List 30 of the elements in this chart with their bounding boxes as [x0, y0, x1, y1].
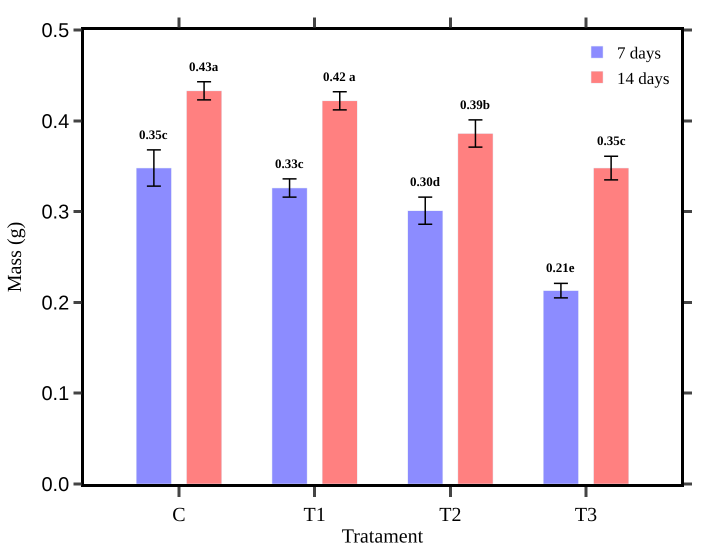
- bar: [186, 90, 222, 484]
- data-label: 0.35c: [597, 133, 626, 148]
- data-label: 0.30d: [410, 174, 441, 189]
- data-label: 0.39b: [460, 97, 490, 112]
- bar: [407, 210, 444, 484]
- bar: [136, 168, 172, 484]
- bar: [272, 188, 308, 484]
- data-label: 0.42 a: [323, 69, 356, 84]
- x-tick-label: T3: [574, 504, 598, 526]
- data-label: 0.33c: [275, 156, 304, 171]
- data-label: 0.35c: [139, 127, 168, 142]
- bar: [322, 100, 358, 484]
- legend-label: 7 days: [617, 44, 661, 63]
- bar: [458, 133, 494, 484]
- bar: [543, 290, 579, 484]
- y-tick-label: 0.1: [41, 383, 70, 406]
- data-label: 0.43a: [189, 59, 219, 74]
- y-tick-label: 0.2: [41, 292, 70, 314]
- text: 0.0: [41, 474, 70, 496]
- y-tick-label: 0.4: [41, 110, 70, 133]
- x-tick-label: T1: [304, 504, 326, 526]
- y-tick-label: 0.3: [41, 202, 70, 224]
- legend-label: 14 days: [617, 68, 670, 88]
- y-axis-title: Mass (g): [4, 222, 26, 292]
- x-tick-label: T2: [439, 504, 462, 526]
- x-tick-label: C: [172, 504, 186, 526]
- y-tick-label: 0.5: [41, 20, 70, 42]
- data-label: 0.21e: [546, 260, 575, 275]
- bar: [593, 168, 629, 484]
- x-axis-title: Tratament: [342, 525, 424, 548]
